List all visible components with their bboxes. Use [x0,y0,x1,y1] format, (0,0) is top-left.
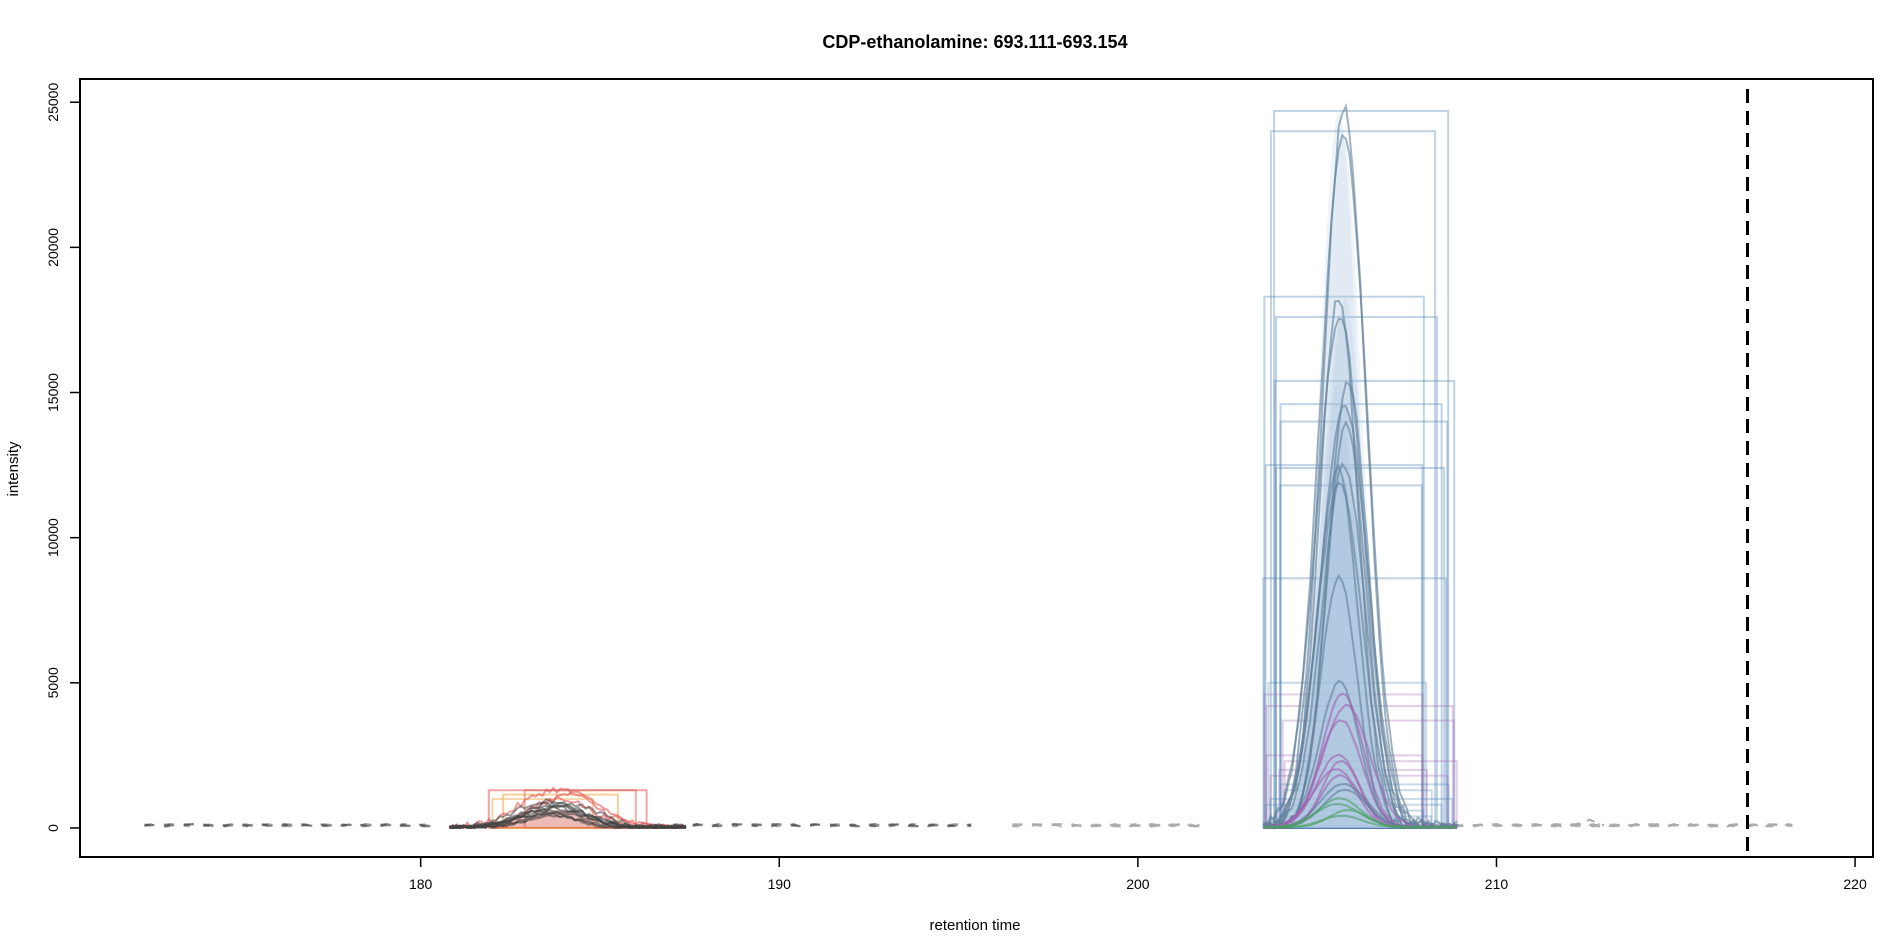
noise-trace [653,822,972,828]
main-peak-box [1263,295,1425,829]
noise-trace [1012,823,1207,828]
x-tick-label: 220 [1843,876,1867,892]
noise-trace [1453,822,1793,828]
noise-trace [1453,822,1793,828]
early-peak-trace [449,812,687,830]
noise-trace [653,822,972,828]
x-tick-label: 180 [409,876,433,892]
noise-trace [144,822,436,828]
x-tick-label: 200 [1126,876,1150,892]
axes: 180 190 200 210 220 0 5000 10000 15000 20000 25000 [45,83,1867,892]
noise-trace [653,822,972,828]
main-peak-box [1269,774,1449,829]
plot-frame [79,78,1874,858]
main-peak-area [1263,485,1458,828]
main-peak-box [1279,783,1450,829]
y-axis-label: intensity [5,441,22,497]
main-peak-box [1279,403,1443,829]
main-peak-box [1269,130,1437,829]
noise-trace [1012,822,1207,828]
noise-trace [653,822,972,828]
y-tick-label: 25000 [45,83,61,122]
x-tick-label: 210 [1485,876,1509,892]
y-tick-label: 15000 [45,373,61,412]
y-tick-label: 5000 [45,667,61,698]
noise-trace [144,822,436,828]
plot-area [144,89,1793,857]
noise-trace [1453,822,1793,828]
noise-trace [144,822,436,828]
y-tick-label: 20000 [45,228,61,267]
noise-trace [653,822,972,828]
main-peak-area [1263,421,1458,828]
main-peak-box [1273,109,1450,829]
main-peak-area [1263,404,1458,828]
y-tick-label: 10000 [45,518,61,557]
noise-bump [1571,818,1605,827]
early-peak-trace [449,814,687,830]
noise-trace [653,822,972,828]
noise-trace [1453,822,1793,828]
x-axis-label: retention time [930,917,1021,934]
y-tick-label: 0 [45,824,61,832]
noise-trace [1453,822,1793,828]
x-tick-label: 190 [768,876,792,892]
main-peak-box [1265,705,1454,829]
main-peak-box [1265,754,1424,829]
early-peak-area [488,810,647,828]
main-peak-box [1267,681,1428,829]
noise-trace [144,822,436,828]
main-peak-trace [1263,814,1457,829]
main-peak-box [1275,316,1438,829]
noise-trace [1453,822,1793,828]
chart-title: CDP-ethanolamine: 693.111-693.154 [822,32,1127,52]
main-peak-box [1279,420,1449,829]
